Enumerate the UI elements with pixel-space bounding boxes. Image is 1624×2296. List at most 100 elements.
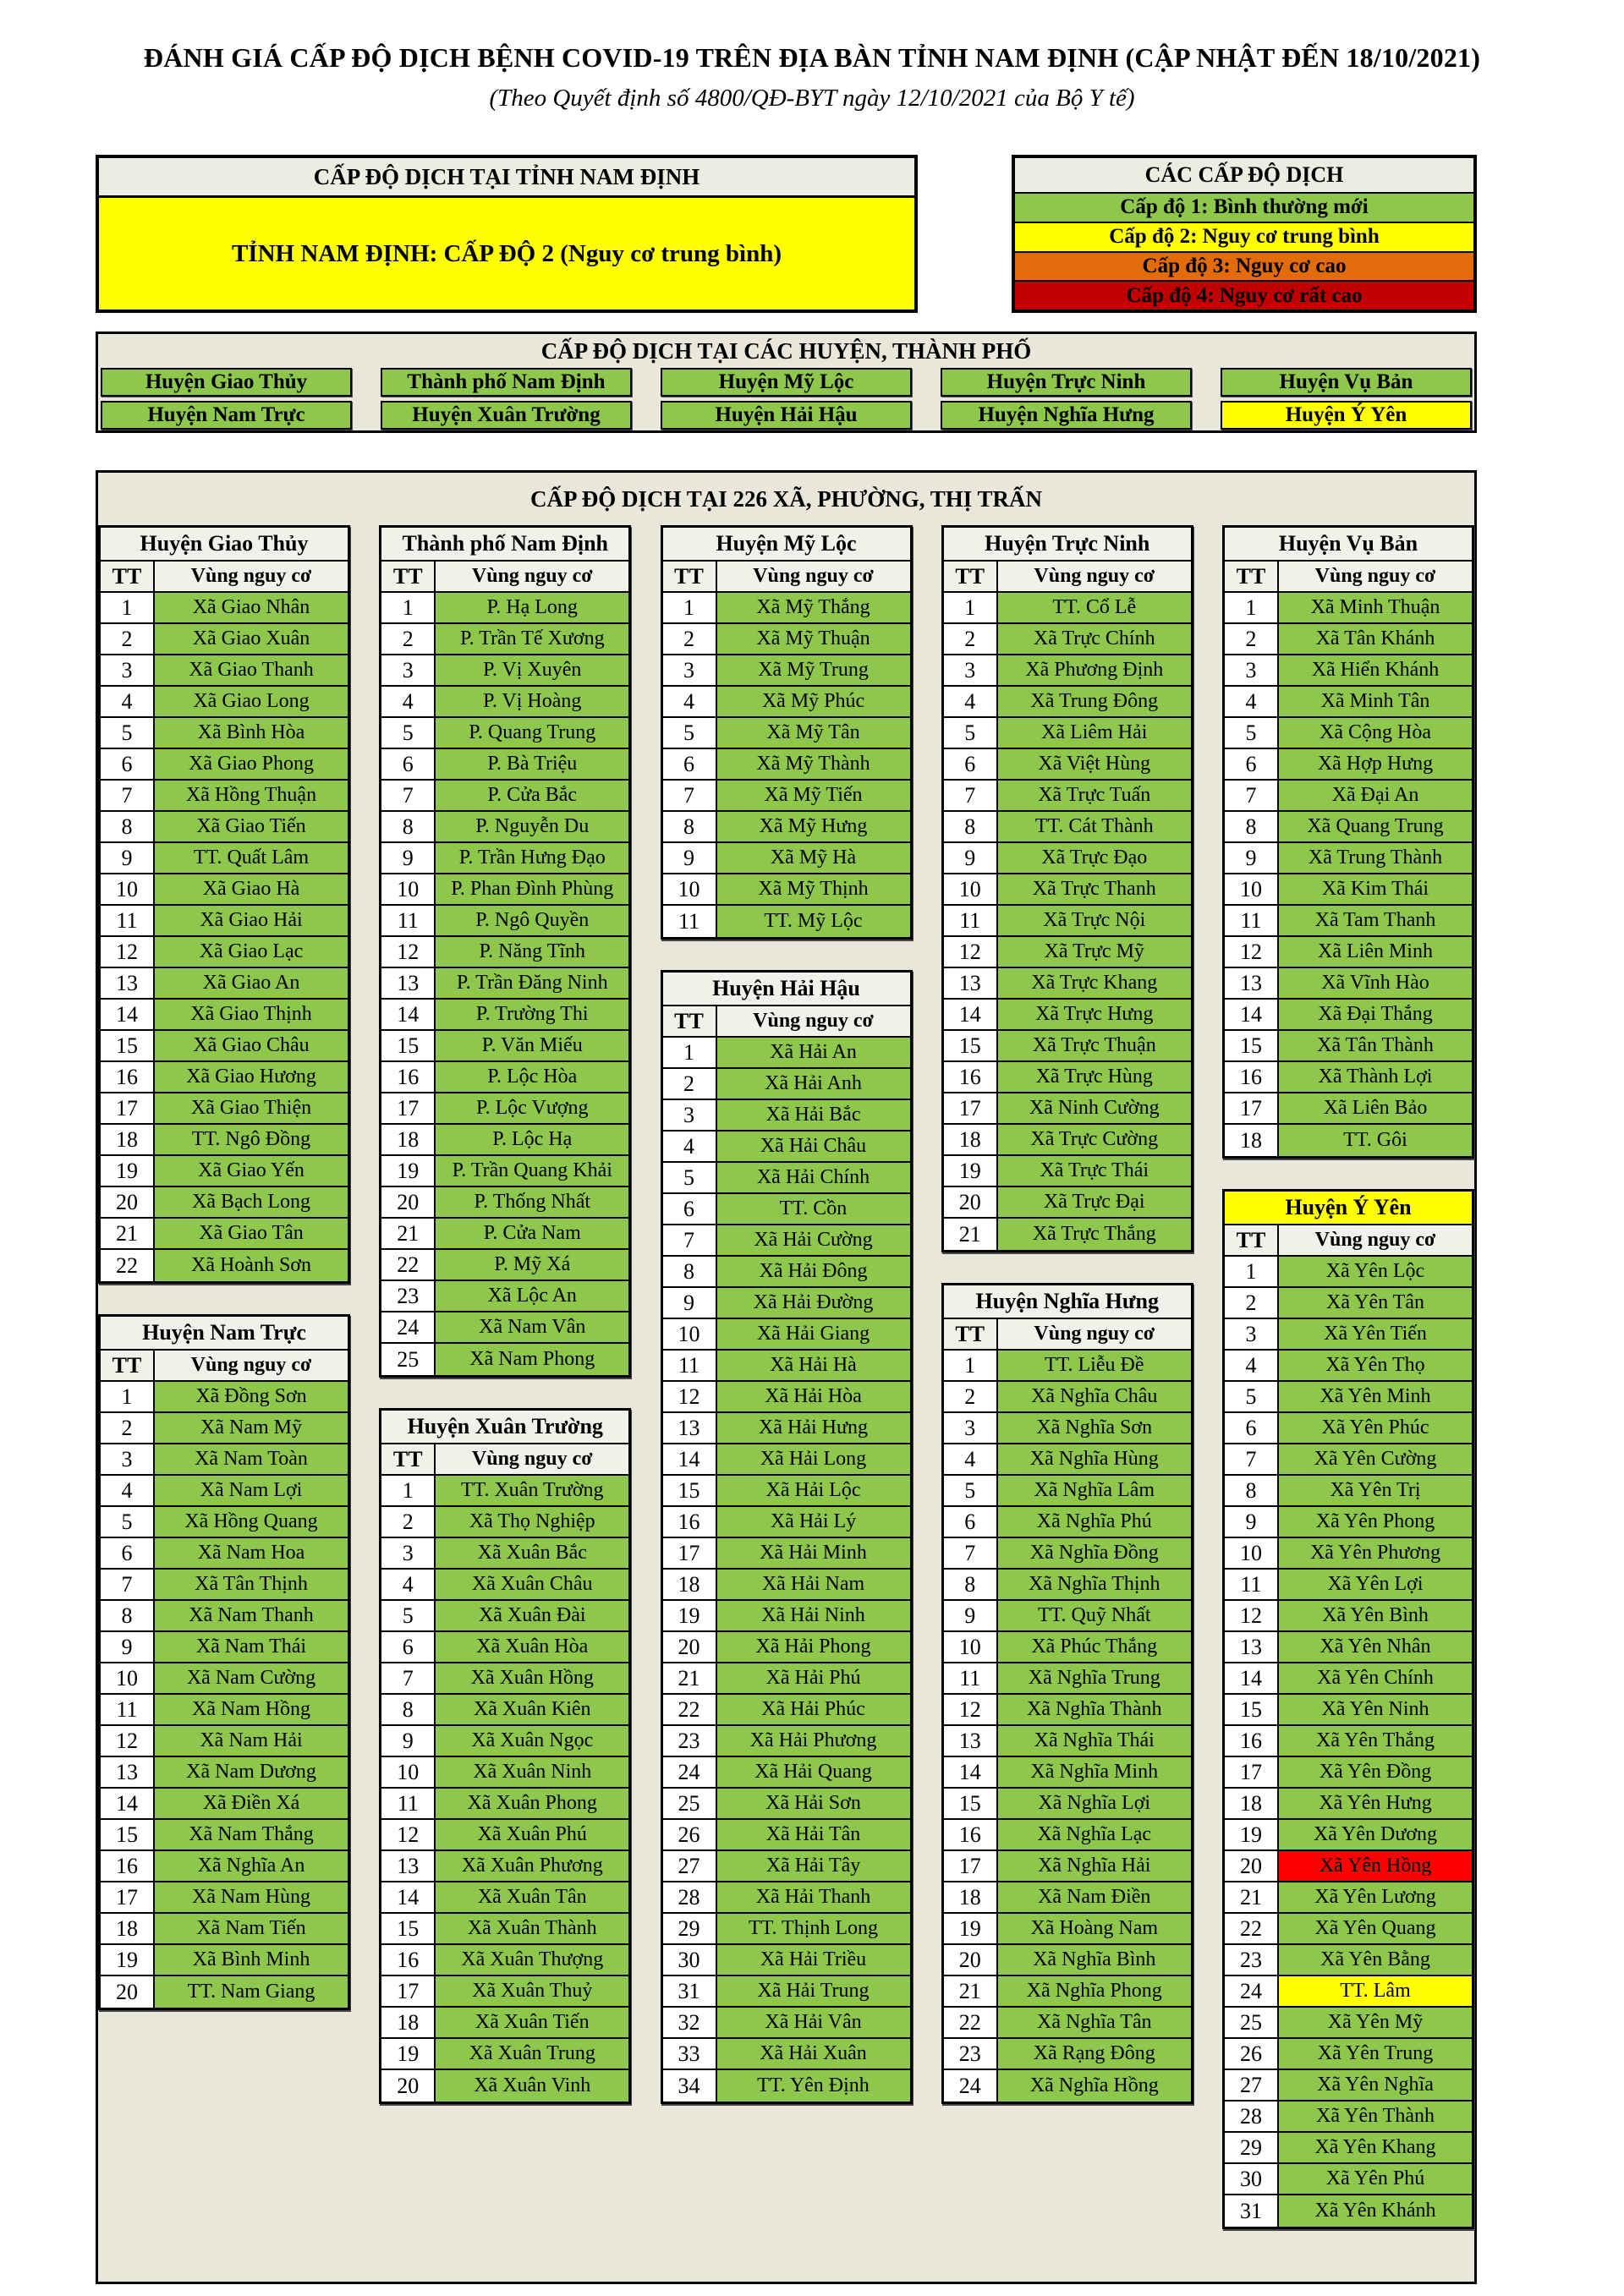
commune-index: 28: [662, 1882, 717, 1912]
table-row: 16 Xã Yên Thắng: [1225, 1726, 1472, 1757]
commune-cell: P. Vị Xuyên: [436, 655, 629, 685]
commune-index: 23: [1225, 1945, 1279, 1975]
commune-cell: Xã Yên Nhân: [1279, 1632, 1472, 1662]
district-cell: Thành phố Nam Định: [381, 368, 632, 397]
commune-index: 15: [101, 1031, 155, 1060]
risk-header-cell: Vùng nguy cơ: [997, 1319, 1191, 1349]
commune-cell: Xã Trực Hùng: [997, 1062, 1191, 1092]
table-row: 4 Xã Trung Đông: [943, 687, 1191, 718]
commune-index: 22: [943, 2008, 998, 2037]
table-row: 12 Xã Yên Bình: [1225, 1601, 1472, 1632]
commune-cell: Xã Xuân Tân: [436, 1882, 629, 1912]
commune-index: 22: [101, 1250, 155, 1281]
table-row: 23 Xã Rạng Đông: [943, 2039, 1191, 2070]
commune-cell: Xã Hải Giang: [716, 1319, 910, 1349]
commune-index: 25: [662, 1789, 717, 1818]
commune-cell: Xã Hải Phương: [716, 1726, 910, 1756]
commune-index: 2: [662, 1069, 717, 1099]
commune-cell: Xã Mỹ Thắng: [716, 593, 910, 622]
commune-cell: TT. Yên Định: [716, 2070, 910, 2101]
table-row: 6 Xã Hợp Hưng: [1225, 749, 1472, 781]
commune-cell: Xã Giao Phong: [155, 749, 348, 779]
commune-cell: Xã Liên Bảo: [1279, 1093, 1472, 1123]
commune-cell: P. Thống Nhất: [436, 1187, 629, 1217]
table-row: 6 Xã Mỹ Thành: [662, 749, 910, 781]
commune-cell: Xã Hải Đường: [716, 1288, 910, 1318]
commune-index: 7: [101, 1570, 155, 1599]
table-row: 29 Xã Yên Khang: [1225, 2133, 1472, 2164]
commune-index: 13: [943, 1726, 998, 1756]
table-row: 6 Xã Yên Phúc: [1225, 1413, 1472, 1444]
commune-index: 12: [381, 937, 436, 967]
commune-cell: Xã Hải Trung: [716, 1976, 910, 2006]
commune-cell: TT. Cồn: [716, 1194, 910, 1224]
table-row: 6 Xã Nam Hoa: [101, 1538, 348, 1570]
commune-cell: Xã Trực Đạo: [997, 843, 1191, 873]
table-row: 4 Xã Yên Thọ: [1225, 1351, 1472, 1382]
table-row: 13 Xã Nam Dương: [101, 1757, 348, 1789]
commune-index: 30: [1225, 2164, 1279, 2194]
table-row: 9 Xã Yên Phong: [1225, 1507, 1472, 1538]
commune-index: 9: [381, 1726, 436, 1756]
commune-index: 12: [101, 1726, 155, 1756]
commune-index: 15: [381, 1031, 436, 1060]
commune-cell: Xã Xuân Vinh: [436, 2070, 629, 2101]
commune-cell: Xã Nam Dương: [155, 1757, 348, 1787]
commune-cell: Xã Nghĩa Sơn: [997, 1413, 1191, 1443]
table-row: 3 Xã Hiển Khánh: [1225, 655, 1472, 687]
legend-rows: Cấp độ 1: Bình thường mới Cấp độ 2: Nguy …: [1015, 194, 1473, 310]
commune-index: 14: [101, 1000, 155, 1029]
commune-index: 33: [662, 2039, 717, 2069]
commune-cell: Xã Nghĩa Lâm: [997, 1476, 1191, 1505]
commune-index: 16: [943, 1062, 998, 1092]
table-row: 10 Xã Kim Thái: [1225, 874, 1472, 906]
commune-cell: Xã Giao Long: [155, 687, 348, 716]
tt-header-cell: TT: [943, 562, 998, 591]
commune-index: 23: [662, 1726, 717, 1756]
district-cell: Huyện Trực Ninh: [941, 368, 1192, 397]
districts-header: CẤP ĐỘ DỊCH TẠI CÁC HUYỆN, THÀNH PHỐ: [540, 337, 1032, 364]
commune-cell: Xã Giao Hải: [155, 906, 348, 935]
district-table: Huyện Ý Yên TT Vùng nguy cơ 1 Xã Yên Lộc 2 Xã …: [1222, 1189, 1474, 2229]
commune-cell: Xã Phúc Thắng: [997, 1632, 1191, 1662]
commune-cell: Xã Thọ Nghiệp: [436, 1507, 629, 1537]
commune-cell: Xã Xuân Hòa: [436, 1632, 629, 1662]
commune-cell: Xã Yên Hồng: [1279, 1851, 1472, 1881]
commune-index: 2: [943, 1382, 998, 1411]
table-row: 5 Xã Xuân Đài: [381, 1601, 629, 1632]
table-row: 7 Xã Trực Tuấn: [943, 781, 1191, 812]
commune-index: 17: [1225, 1757, 1279, 1787]
table-row: 19 Xã Bình Minh: [101, 1945, 348, 1976]
table-row: 27 Xã Yên Nghĩa: [1225, 2070, 1472, 2101]
table-row: 7 Xã Xuân Hồng: [381, 1663, 629, 1695]
commune-index: 20: [381, 1187, 436, 1217]
commune-index: 12: [381, 1820, 436, 1849]
commune-cell: Xã Mỹ Thuận: [716, 624, 910, 654]
table-row: 8 Xã Nghĩa Thịnh: [943, 1570, 1191, 1601]
commune-cell: Xã Nghĩa Phú: [997, 1507, 1191, 1537]
commune-cell: Xã Đồng Sơn: [155, 1382, 348, 1411]
table-row: 9 Xã Nam Thái: [101, 1632, 348, 1663]
commune-index: 18: [381, 1125, 436, 1154]
commune-index: 21: [1225, 1882, 1279, 1912]
commune-index: 19: [943, 1914, 998, 1943]
commune-index: 20: [1225, 1851, 1279, 1881]
tt-header-cell: TT: [1225, 562, 1279, 591]
commune-cell: Xã Nghĩa Tân: [997, 2008, 1191, 2037]
commune-index: 5: [943, 1476, 998, 1505]
district-table-title: Huyện Ý Yên: [1225, 1192, 1472, 1225]
page-subtitle: (Theo Quyết định số 4800/QĐ-BYT ngày 12/…: [489, 85, 1135, 112]
table-row: 32 Xã Hải Vân: [662, 2008, 910, 2039]
table-row: 13 P. Trần Đăng Ninh: [381, 968, 629, 1000]
commune-index: 3: [943, 655, 998, 685]
commune-cell: Xã Xuân Thuỷ: [436, 1976, 629, 2006]
commune-index: 14: [943, 1000, 998, 1029]
commune-cell: Xã Giao Tiến: [155, 812, 348, 841]
commune-index: 11: [943, 1663, 998, 1693]
commune-index: 13: [101, 968, 155, 998]
table-row: 17 Xã Yên Đồng: [1225, 1757, 1472, 1789]
commune-cell: Xã Mỹ Thịnh: [716, 874, 910, 904]
commune-index: 14: [381, 1882, 436, 1912]
commune-index: 2: [1225, 624, 1279, 654]
risk-header-cell: Vùng nguy cơ: [436, 562, 629, 591]
